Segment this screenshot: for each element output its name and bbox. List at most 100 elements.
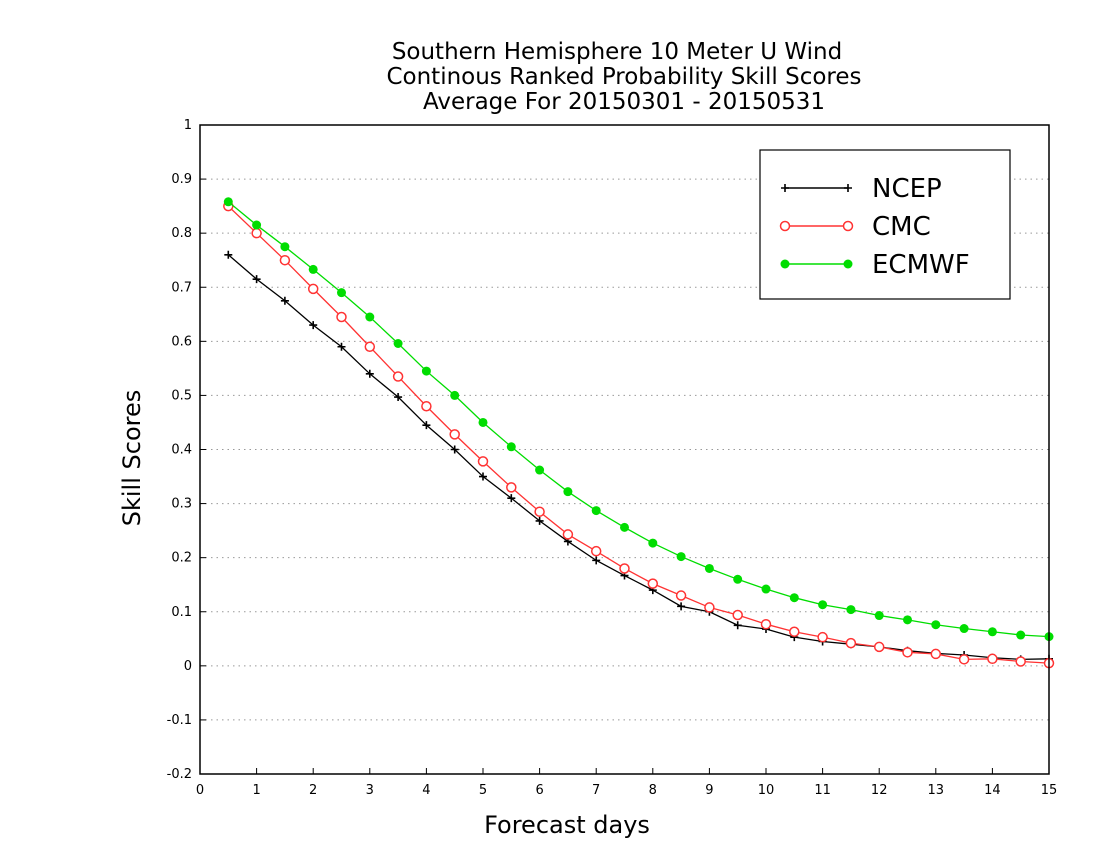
data-point-cmc [534, 506, 545, 517]
data-point-cmc [364, 341, 376, 352]
data-point-cmc [987, 653, 998, 665]
chart-title: Southern Hemisphere 10 Meter U Wind Cont… [386, 39, 861, 115]
data-point-cmc [619, 563, 630, 574]
data-point-ecmwf [535, 465, 545, 475]
data-point-ecmwf [761, 584, 771, 594]
x-axis-ticks: 0 1 2 3 4 5 6 7 8 9 10 11 12 13 14 15 [196, 768, 1057, 798]
data-point-cmc [392, 371, 404, 382]
data-point-ecmwf [421, 366, 431, 376]
y-tick-label: 0.3 [171, 497, 192, 512]
x-tick-label: 8 [649, 783, 657, 798]
series-ncep [224, 250, 1053, 664]
data-point-cmc [873, 641, 885, 653]
data-point-ecmwf [704, 563, 714, 573]
data-point-ecmwf [818, 600, 828, 610]
data-point-cmc [562, 529, 574, 540]
data-point-ecmwf [620, 522, 629, 532]
y-tick-label: 0.9 [171, 172, 192, 187]
data-point-ncep [252, 275, 261, 284]
data-point-ecmwf [223, 197, 233, 207]
x-axis-label: Forecast days [484, 811, 650, 839]
data-point-ecmwf [478, 417, 488, 427]
x-tick-label: 4 [422, 783, 430, 798]
data-point-ncep [365, 369, 374, 378]
x-tick-label: 14 [984, 783, 1001, 798]
x-tick-label: 0 [196, 783, 204, 798]
y-axis-ticks: 1 0.9 0.8 0.7 0.6 0.5 0.4 0.3 0.2 0.1 0 -0.1 -0.2 [167, 118, 206, 782]
y-tick-label: 0.1 [171, 605, 192, 620]
data-point-cmc [789, 626, 800, 638]
legend: NCEP CMC ECMWF [759, 149, 1011, 300]
x-tick-label: 15 [1041, 783, 1058, 798]
x-tick-label: 12 [871, 783, 888, 798]
data-point-ecmwf [365, 312, 375, 322]
y-tick-label: 1 [184, 118, 192, 133]
x-tick-label: 5 [479, 783, 487, 798]
x-tick-label: 7 [592, 783, 600, 798]
data-point-ecmwf [506, 442, 516, 452]
legend-item-ncep: NCEP [781, 174, 942, 204]
data-point-ncep [394, 393, 403, 402]
data-point-ecmwf [789, 593, 799, 603]
y-tick-label: 0.4 [171, 443, 192, 458]
y-tick-label: 0.7 [171, 280, 192, 295]
data-point-cmc [506, 482, 517, 493]
data-point-ecmwf [959, 624, 969, 634]
x-tick-label: 3 [366, 783, 374, 798]
data-point-ecmwf [648, 538, 658, 548]
data-point-ecmwf [931, 620, 941, 630]
legend-marker-cmc [779, 220, 791, 232]
data-point-cmc [307, 283, 319, 295]
data-point-ncep [507, 494, 516, 503]
y-tick-label: -0.2 [167, 767, 192, 782]
x-tick-label: 1 [252, 783, 260, 798]
data-point-ncep [535, 516, 544, 525]
data-point-ecmwf [874, 611, 884, 621]
data-point-cmc [675, 590, 687, 601]
data-point-ecmwf [450, 390, 460, 400]
data-point-cmc [930, 648, 942, 660]
y-tick-label: 0.5 [171, 388, 192, 403]
x-tick-label: 10 [758, 783, 775, 798]
data-point-cmc [704, 602, 715, 613]
data-point-cmc [902, 647, 913, 658]
y-tick-label: 0.2 [171, 551, 192, 566]
data-point-ecmwf [903, 615, 912, 625]
data-point-cmc [421, 400, 432, 412]
data-point-cmc [817, 631, 828, 643]
legend-marker-cmc [842, 220, 854, 232]
x-tick-label: 6 [535, 783, 543, 798]
x-tick-label: 9 [705, 783, 713, 798]
data-point-cmc [251, 227, 262, 239]
data-point-ecmwf [591, 506, 601, 516]
data-point-ncep [337, 342, 346, 351]
legend-marker-ncep [844, 184, 852, 192]
title-line-2: Continous Ranked Probability Skill Score… [386, 64, 861, 90]
grid-lines [200, 178, 1049, 721]
data-point-cmc [845, 637, 857, 649]
data-point-ecmwf [337, 288, 346, 298]
data-point-ecmwf [308, 264, 318, 274]
data-point-cmc [590, 545, 602, 557]
data-point-ecmwf [393, 338, 403, 348]
legend-marker-ecmwf [780, 259, 790, 269]
data-point-cmc [732, 609, 743, 621]
series-line-ecmwf [227, 201, 1050, 638]
data-point-ecmwf [676, 552, 686, 562]
data-point-cmc [958, 654, 970, 665]
data-point-ncep [422, 421, 431, 430]
data-point-ncep [592, 556, 601, 565]
x-tick-label: 2 [309, 783, 317, 798]
data-point-ecmwf [733, 574, 743, 584]
title-line-3: Average For 20150301 - 20150531 [423, 89, 825, 115]
data-point-ecmwf [280, 242, 290, 252]
data-point-ncep [733, 621, 742, 630]
data-point-ncep [280, 296, 289, 305]
series-line-ncep [227, 254, 1050, 660]
legend-marker-ncep [781, 184, 789, 192]
data-point-cmc [647, 578, 659, 589]
data-point-ncep [677, 602, 686, 611]
y-tick-label: 0.6 [171, 334, 192, 349]
data-point-ncep [479, 472, 487, 481]
data-point-cmc [449, 429, 460, 440]
